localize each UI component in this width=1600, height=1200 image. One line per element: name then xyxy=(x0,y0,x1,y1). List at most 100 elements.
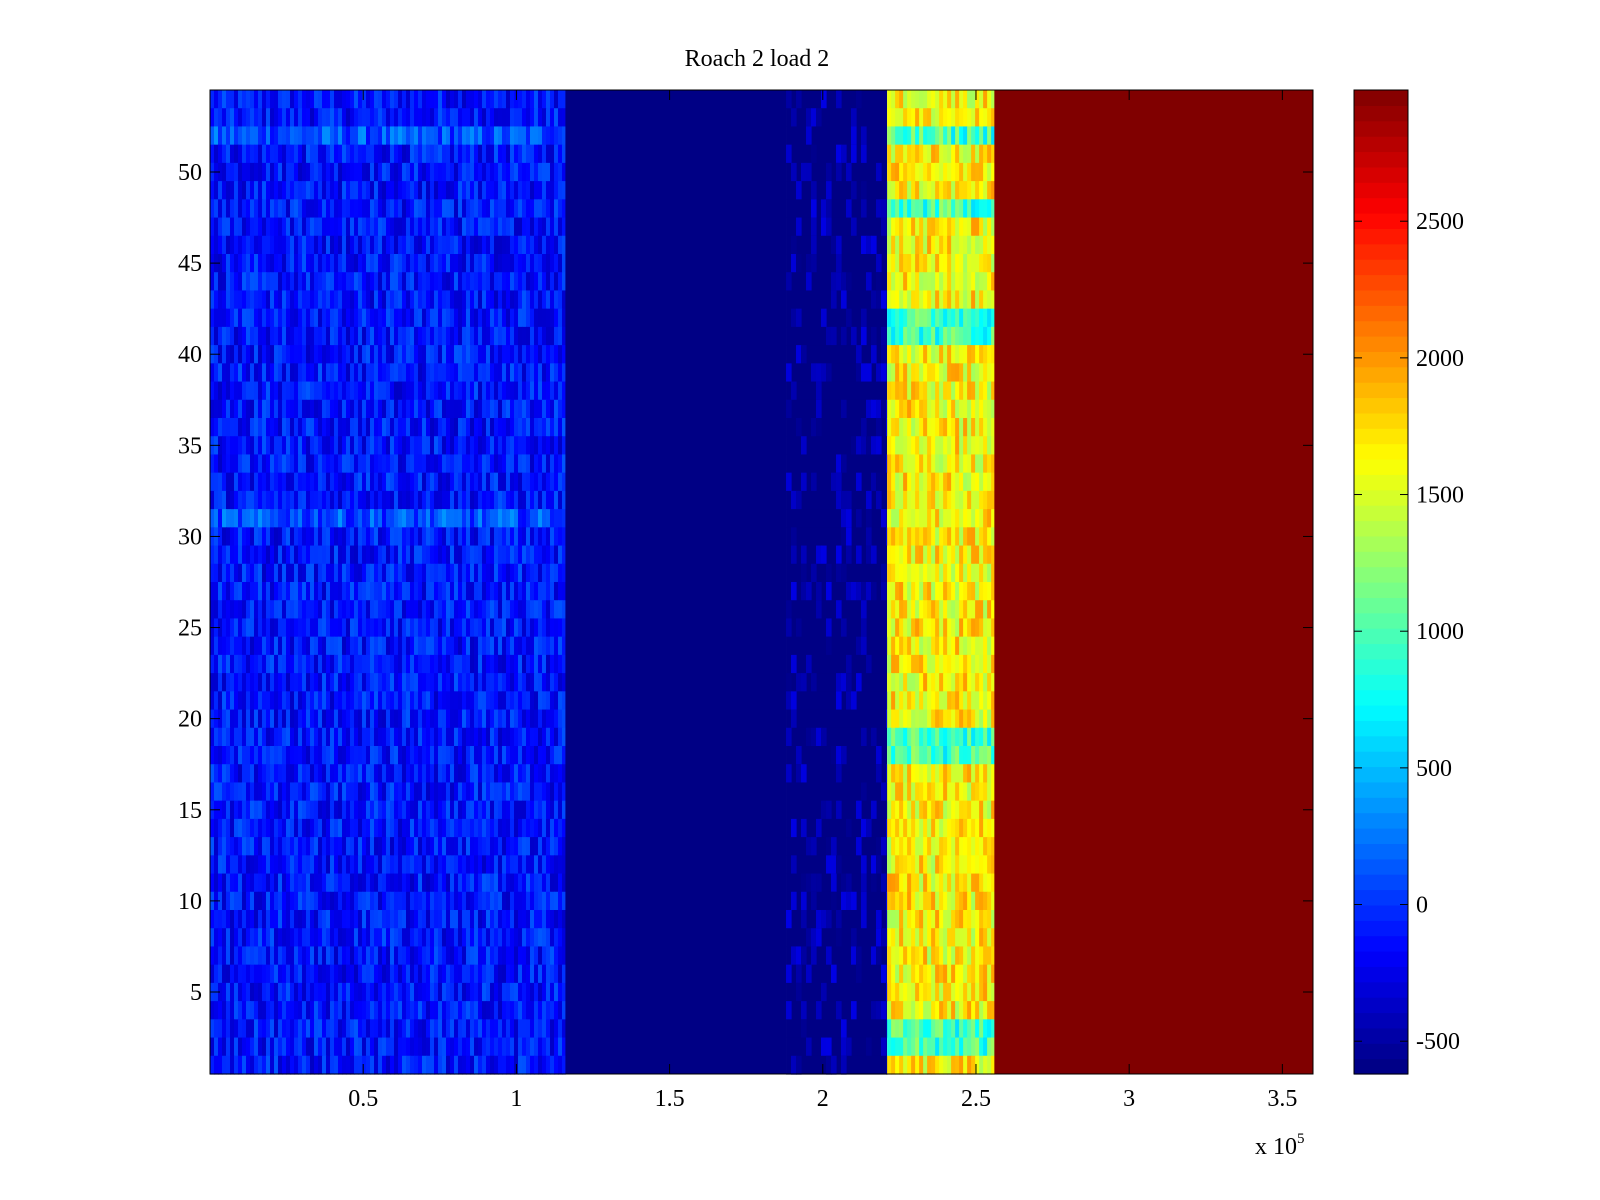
heatmap-cell xyxy=(318,673,323,692)
heatmap-cell xyxy=(386,891,391,911)
heatmap-cell xyxy=(478,691,483,711)
heatmap-cell xyxy=(402,108,407,128)
heatmap-cell xyxy=(218,381,223,401)
heatmap-cell xyxy=(386,436,391,456)
heatmap-cell xyxy=(350,308,355,328)
heatmap-cell xyxy=(474,1055,479,1075)
heatmap-cell xyxy=(226,691,231,711)
heatmap-cell xyxy=(470,381,475,401)
heatmap-cell xyxy=(250,691,255,711)
heatmap-cell xyxy=(250,235,255,255)
heatmap-cell xyxy=(490,618,495,638)
heatmap-cell xyxy=(502,418,507,437)
heatmap-cell xyxy=(402,636,407,656)
heatmap-cell xyxy=(298,654,303,674)
heatmap-cell xyxy=(502,490,507,510)
heatmap-cell xyxy=(398,436,403,456)
heatmap-cell xyxy=(526,181,531,200)
heatmap-cell xyxy=(358,490,363,510)
heatmap-cell xyxy=(250,381,255,401)
heatmap-cell xyxy=(258,254,263,273)
heatmap-cell xyxy=(358,1055,363,1075)
heatmap-cell xyxy=(374,709,379,729)
heatmap-cell xyxy=(482,673,487,692)
heatmap-cell xyxy=(514,199,519,219)
heatmap-cell xyxy=(338,363,343,383)
heatmap-cell xyxy=(418,654,423,674)
heatmap-cell xyxy=(354,654,359,674)
heatmap-cell xyxy=(230,873,235,893)
heatmap-cell xyxy=(506,272,511,292)
heatmap-cell xyxy=(871,290,877,310)
heatmap-cell xyxy=(490,910,495,929)
heatmap-cell xyxy=(446,928,451,948)
heatmap-cell xyxy=(546,436,551,456)
heatmap-cell xyxy=(478,1055,483,1075)
heatmap-cell xyxy=(454,418,459,437)
heatmap-cell xyxy=(514,946,519,966)
heatmap-cell xyxy=(410,855,415,875)
heatmap-cell xyxy=(430,982,435,1002)
heatmap-cell xyxy=(438,746,443,765)
heatmap-cell xyxy=(470,90,475,109)
heatmap-cell xyxy=(374,527,379,547)
heatmap-cell xyxy=(494,308,499,328)
heatmap-cell xyxy=(334,181,339,200)
heatmap-cell xyxy=(490,1019,495,1039)
heatmap-cell xyxy=(334,873,339,893)
heatmap-cell xyxy=(218,582,223,601)
heatmap-cell xyxy=(434,782,439,802)
heatmap-cell xyxy=(498,746,503,765)
heatmap-cell xyxy=(442,326,447,346)
heatmap-cell xyxy=(270,746,275,765)
heatmap-cell xyxy=(234,964,239,984)
heatmap-cell xyxy=(478,782,483,802)
heatmap-cell xyxy=(330,873,335,893)
heatmap-cell xyxy=(462,946,467,966)
heatmap-cell xyxy=(318,527,323,547)
heatmap-cell xyxy=(506,818,511,838)
heatmap-cell xyxy=(558,381,563,401)
heatmap-cell xyxy=(358,928,363,948)
heatmap-cell xyxy=(546,600,551,620)
heatmap-cell xyxy=(262,90,267,109)
heatmap-cell xyxy=(418,982,423,1002)
heatmap-cell xyxy=(298,800,303,820)
heatmap-cell xyxy=(338,527,343,547)
heatmap-cell xyxy=(426,782,431,802)
heatmap-cell xyxy=(831,235,837,255)
heatmap-cell xyxy=(298,162,303,182)
heatmap-cell xyxy=(282,727,287,747)
heatmap-cell xyxy=(474,162,479,182)
heatmap-cell xyxy=(378,636,383,656)
heatmap-cell xyxy=(298,381,303,401)
heatmap-cell xyxy=(836,254,842,273)
heatmap-cell xyxy=(450,1055,455,1075)
heatmap-cell xyxy=(550,181,555,200)
heatmap-cell xyxy=(526,126,531,146)
heatmap-cell xyxy=(210,454,215,474)
heatmap-cell xyxy=(466,964,471,984)
heatmap-cell xyxy=(314,345,319,364)
heatmap-cell xyxy=(238,563,243,583)
heatmap-cell xyxy=(534,235,539,255)
heatmap-cell xyxy=(258,654,263,674)
heatmap-cell xyxy=(534,709,539,729)
heatmap-cell xyxy=(462,326,467,346)
heatmap-cell xyxy=(558,454,563,474)
heatmap-cell xyxy=(382,418,387,437)
heatmap-cell xyxy=(230,764,235,784)
heatmap-cell xyxy=(422,345,427,364)
heatmap-cell xyxy=(486,90,491,109)
heatmap-cell xyxy=(230,1037,235,1057)
heatmap-cell xyxy=(326,673,331,692)
heatmap-cell xyxy=(278,636,283,656)
heatmap-cell xyxy=(446,509,451,528)
heatmap-cell xyxy=(454,217,459,237)
heatmap-cell xyxy=(398,490,403,510)
heatmap-cell xyxy=(534,654,539,674)
heatmap-cell xyxy=(502,144,507,164)
heatmap-cell xyxy=(526,964,531,984)
heatmap-cell xyxy=(418,108,423,128)
heatmap-cell xyxy=(234,545,239,565)
